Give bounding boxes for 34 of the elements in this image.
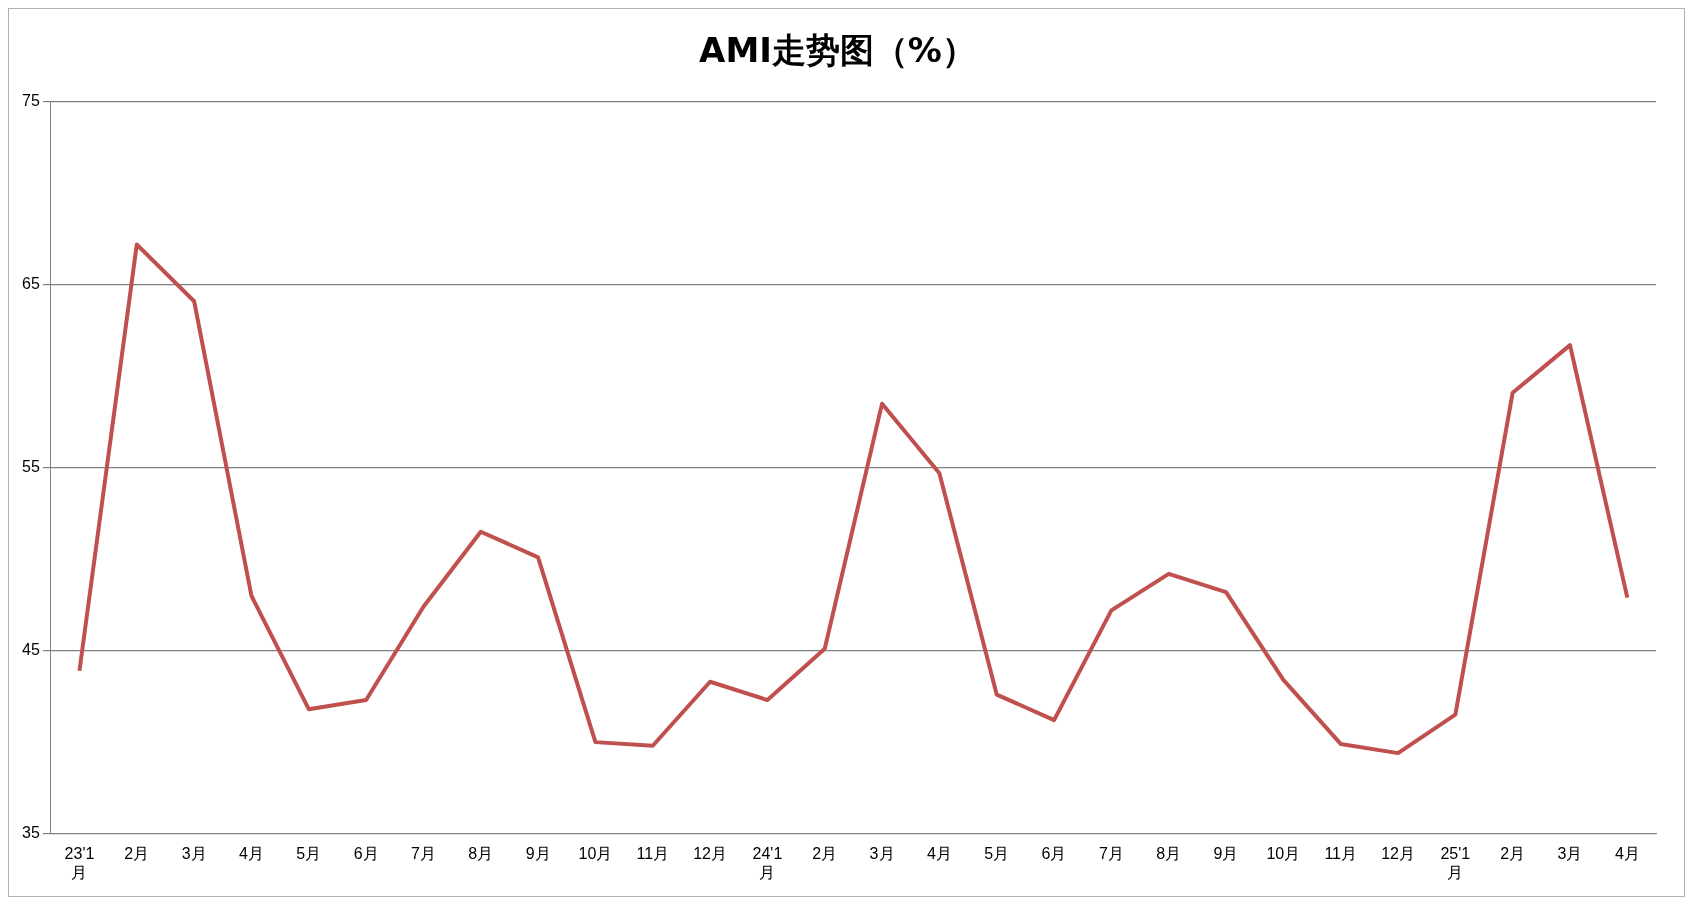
y-tick-label: 65 xyxy=(22,275,40,293)
x-tick-label: 4月 xyxy=(926,844,952,862)
x-tick-label: 10月 xyxy=(578,844,613,862)
x-tick-label: 24'1月 xyxy=(752,844,783,881)
x-tick-label: 9月 xyxy=(525,844,551,862)
chart-title: AMI走势图（%） xyxy=(699,30,976,71)
x-tick-label: 7月 xyxy=(410,844,436,862)
x-tick-label: 9月 xyxy=(1213,844,1239,862)
x-tick-label: 12月 xyxy=(693,844,727,862)
y-tick-label: 45 xyxy=(22,641,40,659)
x-tick-label: 3月 xyxy=(181,844,207,862)
x-tick-label: 11月 xyxy=(1324,844,1357,862)
x-tick-label: 5月 xyxy=(296,844,322,862)
x-tick-label: 8月 xyxy=(1156,844,1182,862)
y-tick-label: 55 xyxy=(22,458,40,476)
x-tick-label: 6月 xyxy=(1041,844,1067,862)
x-tick-label: 4月 xyxy=(1614,844,1640,862)
x-tick-label: 11月 xyxy=(636,844,670,862)
x-tick-label: 2月 xyxy=(124,844,150,862)
x-tick-label: 23'1月 xyxy=(64,844,95,881)
x-tick-label: 5月 xyxy=(984,844,1010,862)
x-tick-label: 6月 xyxy=(353,844,379,862)
x-tick-label: 10月 xyxy=(1266,844,1301,862)
x-tick-label: 8月 xyxy=(468,844,494,862)
y-tick-label: 75 xyxy=(22,92,40,110)
x-tick-label: 2月 xyxy=(1500,844,1526,862)
x-tick-label: 25'1月 xyxy=(1440,844,1471,881)
x-tick-label: 2月 xyxy=(812,844,838,862)
x-tick-label: 3月 xyxy=(1557,844,1583,862)
y-tick-label: 35 xyxy=(22,824,40,842)
x-tick-label: 3月 xyxy=(869,844,895,862)
x-tick-label: 4月 xyxy=(238,844,264,862)
x-tick-label: 7月 xyxy=(1098,844,1124,862)
x-tick-label: 12月 xyxy=(1381,844,1415,862)
